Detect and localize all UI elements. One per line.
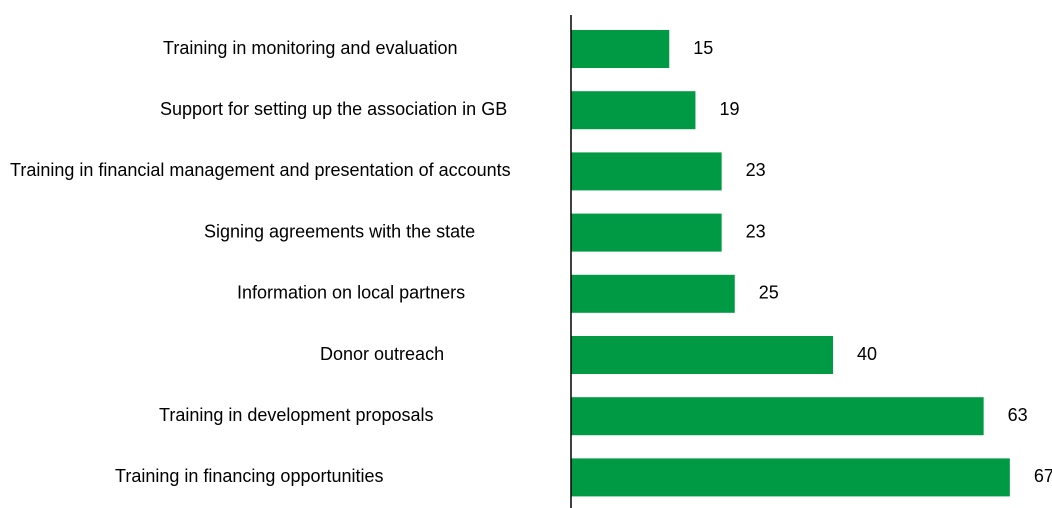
category-label: Training in monitoring and evaluation (163, 38, 458, 58)
bar (571, 213, 722, 252)
bar (571, 336, 833, 374)
bar (571, 458, 1010, 497)
value-label: 23 (746, 221, 766, 241)
category-label: Support for setting up the association i… (160, 99, 507, 119)
bar (571, 30, 670, 68)
value-label: 63 (1008, 405, 1028, 425)
category-label: Training in development proposals (159, 405, 434, 425)
category-label: Donor outreach (320, 344, 444, 364)
value-label: 23 (746, 160, 766, 180)
value-label: 15 (693, 38, 713, 58)
category-label: Training in financial management and pre… (10, 160, 511, 180)
bar (571, 274, 735, 313)
category-label: Information on local partners (237, 283, 465, 303)
bar (571, 91, 696, 130)
bar (571, 152, 722, 191)
category-label: Signing agreements with the state (204, 221, 475, 241)
value-label: 19 (719, 99, 739, 119)
value-label: 40 (857, 344, 877, 364)
bar (571, 397, 984, 436)
category-label: Training in financing opportunities (115, 466, 384, 486)
value-label: 67 (1034, 466, 1052, 486)
value-label: 25 (759, 283, 779, 303)
